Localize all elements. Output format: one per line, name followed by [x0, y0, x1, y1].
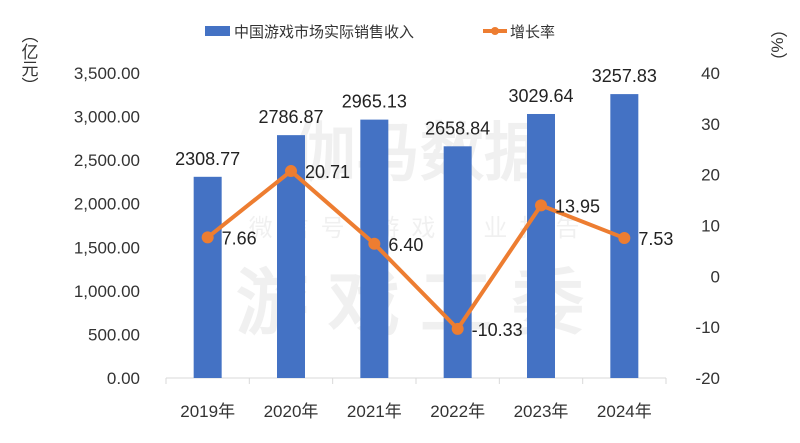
x-tick-label: 2020年 — [264, 402, 319, 421]
y-right-tick-label: -10 — [695, 318, 720, 337]
y-right-tick-label: -20 — [695, 369, 720, 388]
y-left-tick-label: 1,000.00 — [74, 282, 140, 301]
growth-rate-point — [201, 231, 214, 244]
growth-rate-line — [206, 169, 626, 331]
bar — [193, 176, 222, 378]
y-right-axis-label: （%） — [768, 20, 788, 69]
y-right-tick-label: 0 — [711, 267, 720, 286]
x-tick-label: 2023年 — [514, 402, 569, 421]
y-right-tick-label: 30 — [701, 115, 720, 134]
axes: 2019年 2020年 2021年 2022年 2023年 2024年 0.00 500.00… — [19, 20, 788, 421]
growth-rate-label: 13.95 — [555, 196, 600, 216]
bar — [443, 146, 472, 378]
legend-label: 中国游戏市场实际销售收入 — [234, 24, 414, 41]
bar-value-label: 2658.84 — [425, 118, 490, 138]
bars — [193, 94, 639, 378]
y-right-tick-label: 20 — [701, 166, 720, 185]
data-labels: 2308.77 2786.87 2965.13 2658.84 3029.64 3257.… — [175, 66, 673, 340]
growth-rate-label: 6.40 — [388, 235, 423, 255]
growth-rate-label: 20.71 — [305, 162, 350, 182]
legend-line-marker — [491, 27, 499, 35]
growth-rate-point — [368, 237, 381, 250]
growth-rate-label: 7.66 — [222, 228, 257, 248]
x-tick-label: 2022年 — [430, 402, 485, 421]
growth-rate-point — [451, 322, 464, 335]
growth-rate-point — [535, 199, 547, 212]
y-left-tick-label: 0.00 — [107, 369, 140, 388]
y-left-axis-label: （亿元） — [19, 26, 39, 94]
y-left-tick-label: 1,500.00 — [74, 238, 140, 257]
growth-rate-point — [618, 232, 631, 245]
y-left-tick-label: 2,500.00 — [74, 151, 140, 170]
bar-value-label: 2965.13 — [342, 92, 407, 112]
y-right-tick-label: 10 — [701, 217, 720, 236]
y-left-tick-label: 3,500.00 — [74, 64, 140, 83]
x-tick-label: 2019年 — [180, 402, 235, 421]
x-tick-label: 2021年 — [347, 402, 402, 421]
y-left-tick-label: 2,000.00 — [74, 195, 140, 214]
y-left-tick-label: 3,000.00 — [74, 108, 140, 127]
growth-rate-label: 7.53 — [638, 229, 673, 249]
legend-bar-swatch — [205, 26, 230, 36]
y-right-tick-label: 40 — [701, 64, 720, 83]
y-left-tick-label: 500.00 — [88, 325, 140, 344]
line-series — [201, 165, 631, 335]
x-tick-label: 2024年 — [597, 402, 652, 421]
bar-value-label: 2786.87 — [258, 107, 323, 127]
growth-rate-label: -10.33 — [472, 320, 523, 340]
growth-rate-point — [285, 165, 297, 178]
bar-value-label: 2308.77 — [175, 149, 240, 169]
watermark-text: 伽马数据 — [292, 117, 548, 189]
bar-value-label: 3257.83 — [592, 66, 657, 86]
legend: 中国游戏市场实际销售收入 增长率 — [205, 24, 555, 41]
bar-value-label: 3029.64 — [508, 86, 573, 106]
legend-label: 增长率 — [510, 24, 555, 41]
bar — [527, 113, 555, 378]
